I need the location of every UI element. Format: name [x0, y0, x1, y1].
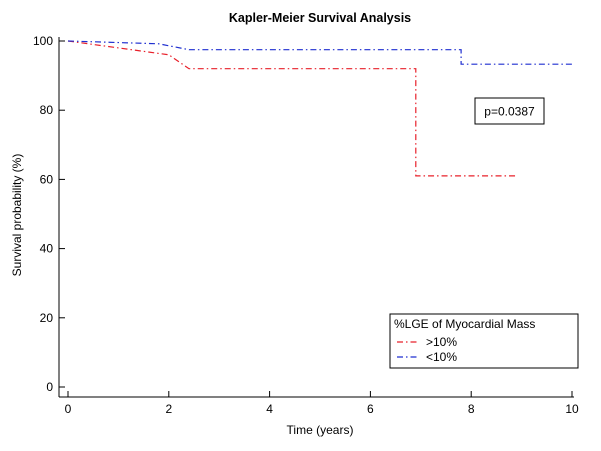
y-tick-label: 20 [40, 311, 54, 325]
y-tick-label: 40 [40, 242, 54, 256]
x-tick-label: 6 [367, 402, 374, 416]
series-line-gt10 [67, 40, 517, 177]
y-tick-label: 0 [46, 380, 53, 394]
y-tick-label: 100 [33, 34, 53, 48]
x-tick-label: 4 [266, 402, 273, 416]
x-tick-label: 2 [165, 402, 172, 416]
x-tick-label: 10 [565, 402, 579, 416]
series-group [67, 40, 572, 177]
chart-title: Kapler-Meier Survival Analysis [229, 11, 411, 25]
legend-label-gt10: >10% [426, 335, 457, 349]
y-tick-label: 80 [40, 103, 54, 117]
legend: %LGE of Myocardial Mass >10% <10% [389, 313, 579, 369]
y-tick-label: 60 [40, 172, 54, 186]
legend-box [389, 313, 579, 369]
series-line-lt10 [67, 40, 572, 65]
legend-label-lt10: <10% [426, 350, 457, 364]
p-value-text: p=0.0387 [484, 105, 535, 119]
p-value-box [474, 97, 545, 125]
y-ticks: 0 20 40 60 80 100 [33, 34, 65, 394]
x-tick-label: 0 [65, 402, 72, 416]
x-tick-label: 8 [468, 402, 475, 416]
x-ticks: 0 2 4 6 8 10 [65, 391, 579, 416]
y-axis-label: Survival probability (%) [10, 154, 24, 277]
p-value-annotation: p=0.0387 [474, 97, 545, 125]
legend-title: %LGE of Myocardial Mass [394, 317, 535, 331]
x-axis-label: Time (years) [287, 423, 354, 437]
